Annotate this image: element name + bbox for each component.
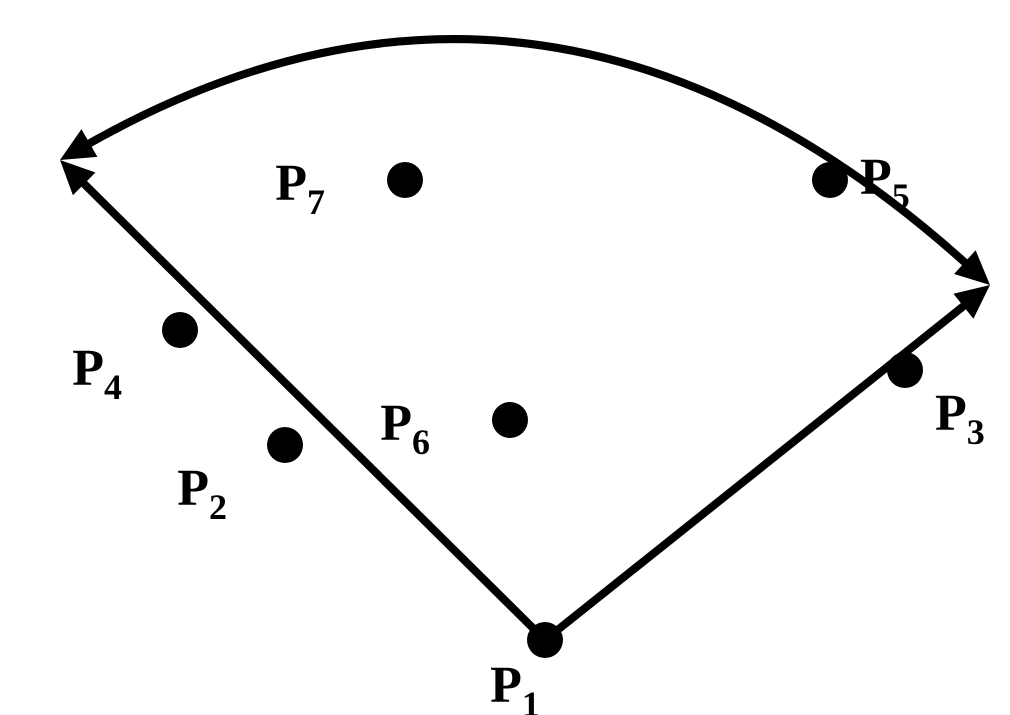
point-p5 (812, 162, 848, 198)
label-p2-sub: 2 (209, 487, 227, 527)
point-p7 (387, 162, 423, 198)
point-p3 (887, 352, 923, 388)
label-p7-sub: 7 (307, 182, 325, 222)
label-p6-main: P (380, 395, 412, 452)
label-p6: P6 (380, 395, 430, 462)
label-p1: P1 (490, 657, 540, 715)
right-radius-arrow-shaft (545, 297, 975, 640)
label-p4: P4 (72, 340, 122, 407)
label-p1-sub: 1 (522, 684, 540, 715)
outer-arc (79, 39, 972, 269)
point-p4 (162, 312, 198, 348)
label-p2-main: P (177, 460, 209, 517)
label-p2: P2 (177, 460, 227, 527)
label-p5-sub: 5 (892, 176, 910, 216)
label-p4-sub: 4 (104, 367, 122, 407)
label-p4-main: P (72, 340, 104, 397)
label-p7-main: P (275, 155, 307, 212)
label-p3: P3 (935, 385, 985, 452)
sector-diagram: P1P2P3P4P5P6P7 (0, 0, 1010, 715)
label-p7: P7 (275, 155, 325, 222)
left-radius-arrow-shaft (73, 173, 545, 640)
point-p6 (492, 402, 528, 438)
label-p5-main: P (860, 149, 892, 206)
label-p3-main: P (935, 385, 967, 442)
label-p5: P5 (860, 149, 910, 216)
point-p1 (527, 622, 563, 658)
label-p1-main: P (490, 657, 522, 714)
label-p6-sub: 6 (412, 422, 430, 462)
point-p2 (267, 427, 303, 463)
label-p3-sub: 3 (967, 412, 985, 452)
